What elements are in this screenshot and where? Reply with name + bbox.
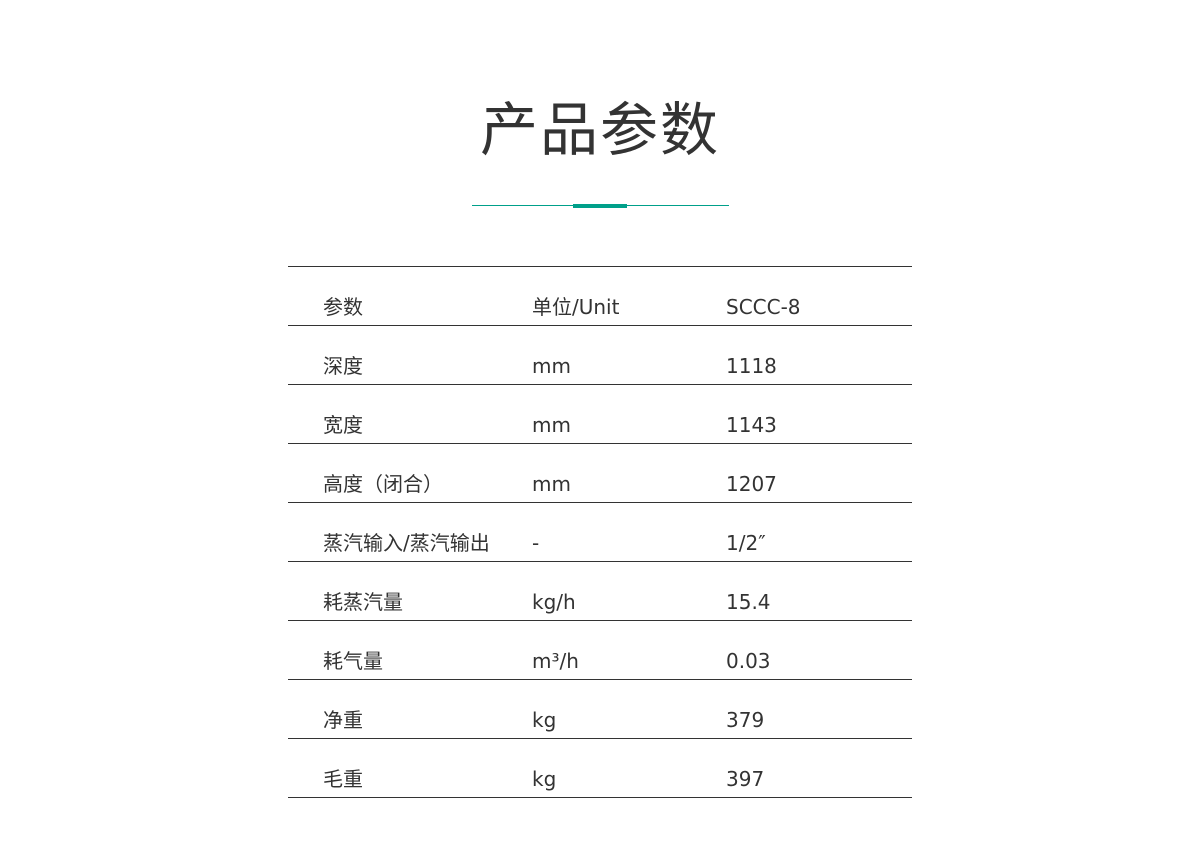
table-row: 高度（闭合） mm 1207: [288, 443, 912, 503]
unit-cell: mm: [532, 384, 726, 444]
unit-cell: mm: [532, 443, 726, 503]
value-cell: 1/2″: [726, 502, 912, 562]
unit-cell: kg: [532, 738, 726, 798]
page-title: 产品参数: [479, 96, 720, 164]
table-row: 深度 mm 1118: [288, 325, 912, 385]
table-row: 耗气量 m³/h 0.03: [288, 620, 912, 680]
table-header-row: 参数 单位/Unit SCCC-8: [288, 266, 912, 326]
param-cell: 毛重: [288, 738, 532, 798]
table-row: 净重 kg 379: [288, 679, 912, 739]
title-divider-accent: [573, 204, 627, 208]
value-cell: 0.03: [726, 620, 912, 680]
header-model: SCCC-8: [726, 266, 912, 326]
param-cell: 耗气量: [288, 620, 532, 680]
param-cell: 蒸汽输入/蒸汽输出: [288, 502, 532, 562]
unit-cell: kg/h: [532, 561, 726, 621]
value-cell: 1207: [726, 443, 912, 503]
unit-cell: kg: [532, 679, 726, 739]
param-cell: 宽度: [288, 384, 532, 444]
value-cell: 1143: [726, 384, 912, 444]
param-cell: 高度（闭合）: [288, 443, 532, 503]
table-row: 耗蒸汽量 kg/h 15.4: [288, 561, 912, 621]
header-unit: 单位/Unit: [532, 266, 726, 326]
param-cell: 净重: [288, 679, 532, 739]
value-cell: 379: [726, 679, 912, 739]
table-row: 蒸汽输入/蒸汽输出 -1/2″: [288, 502, 912, 562]
unit-cell: m³/h: [532, 620, 726, 680]
header-param: 参数: [288, 266, 532, 326]
table-row: 毛重 kg 397: [288, 738, 912, 798]
table-row: 宽度 mm 1143: [288, 384, 912, 444]
unit-cell: mm: [532, 325, 726, 385]
value-cell: 397: [726, 738, 912, 798]
parameter-table: 参数 单位/Unit SCCC-8 深度 mm 1118 宽度 mm 1143 高度（闭合）…: [288, 266, 912, 798]
unit-cell: -: [532, 502, 726, 562]
value-cell: 15.4: [726, 561, 912, 621]
param-cell: 深度: [288, 325, 532, 385]
param-cell: 耗蒸汽量: [288, 561, 532, 621]
value-cell: 1118: [726, 325, 912, 385]
